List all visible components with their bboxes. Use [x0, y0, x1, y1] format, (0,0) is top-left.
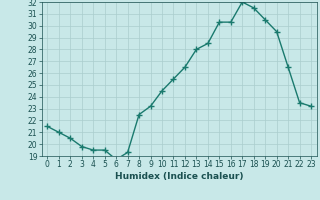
- X-axis label: Humidex (Indice chaleur): Humidex (Indice chaleur): [115, 172, 244, 181]
